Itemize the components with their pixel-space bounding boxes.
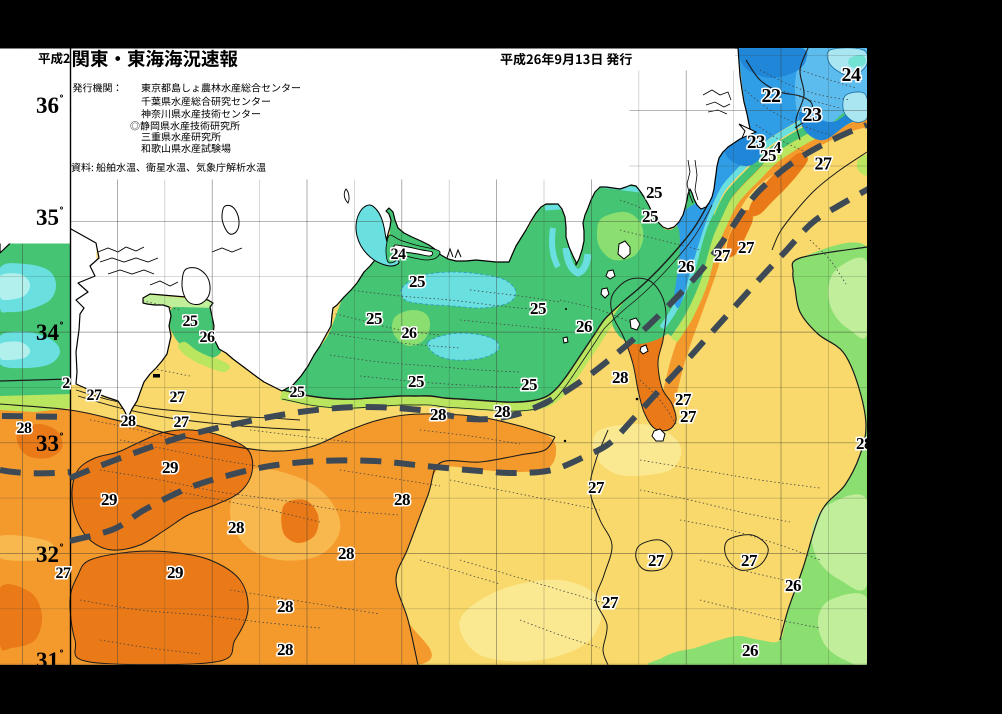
svg-text:27: 27	[815, 153, 833, 173]
svg-text:26: 26	[402, 325, 418, 342]
svg-text:25: 25	[409, 272, 425, 291]
svg-text:28: 28	[494, 402, 510, 421]
svg-text:25: 25	[530, 299, 546, 318]
svg-text:28: 28	[394, 490, 410, 509]
svg-text:27: 27	[714, 246, 731, 265]
svg-text:4: 4	[773, 138, 782, 157]
svg-text:26: 26	[742, 641, 758, 660]
svg-text:24: 24	[842, 64, 862, 86]
svg-text:23: 23	[747, 132, 765, 153]
svg-text:29: 29	[101, 490, 117, 509]
svg-text:26: 26	[576, 317, 592, 336]
svg-text:27: 27	[648, 551, 665, 570]
svg-text:26: 26	[678, 257, 694, 276]
svg-text:2: 2	[62, 375, 70, 392]
svg-text:28: 28	[338, 544, 354, 563]
svg-text:28: 28	[277, 597, 293, 616]
svg-text:27: 27	[174, 414, 190, 431]
svg-text:27: 27	[738, 238, 755, 257]
svg-text:33˚: 33˚	[36, 431, 64, 456]
svg-text:28: 28	[430, 405, 446, 424]
svg-text:29: 29	[167, 563, 183, 582]
svg-text:27: 27	[680, 407, 697, 426]
svg-text:27: 27	[87, 387, 103, 404]
svg-text:25: 25	[408, 372, 424, 391]
svg-text:28: 28	[228, 518, 244, 537]
svg-text:28: 28	[121, 413, 137, 430]
svg-text:22: 22	[762, 85, 782, 107]
svg-text:27: 27	[56, 565, 72, 582]
svg-text:26: 26	[785, 576, 801, 595]
svg-text:27: 27	[170, 389, 186, 406]
svg-text:25: 25	[521, 375, 537, 394]
svg-text:28: 28	[277, 640, 293, 659]
svg-text:27: 27	[741, 551, 758, 570]
svg-text:25: 25	[290, 384, 306, 401]
svg-text:27: 27	[602, 593, 619, 612]
svg-text:29: 29	[162, 458, 178, 477]
svg-text:27: 27	[588, 478, 605, 497]
svg-text:25: 25	[366, 309, 382, 328]
svg-text:24: 24	[391, 246, 407, 263]
svg-text:25: 25	[760, 146, 776, 165]
svg-text:27: 27	[675, 390, 692, 409]
svg-text:28: 28	[17, 420, 33, 437]
svg-text:26: 26	[200, 329, 216, 346]
svg-text:23: 23	[803, 104, 823, 126]
svg-text:25: 25	[642, 207, 658, 226]
svg-text:25: 25	[646, 183, 662, 202]
svg-text:25: 25	[183, 313, 199, 330]
svg-text:28: 28	[612, 368, 628, 387]
